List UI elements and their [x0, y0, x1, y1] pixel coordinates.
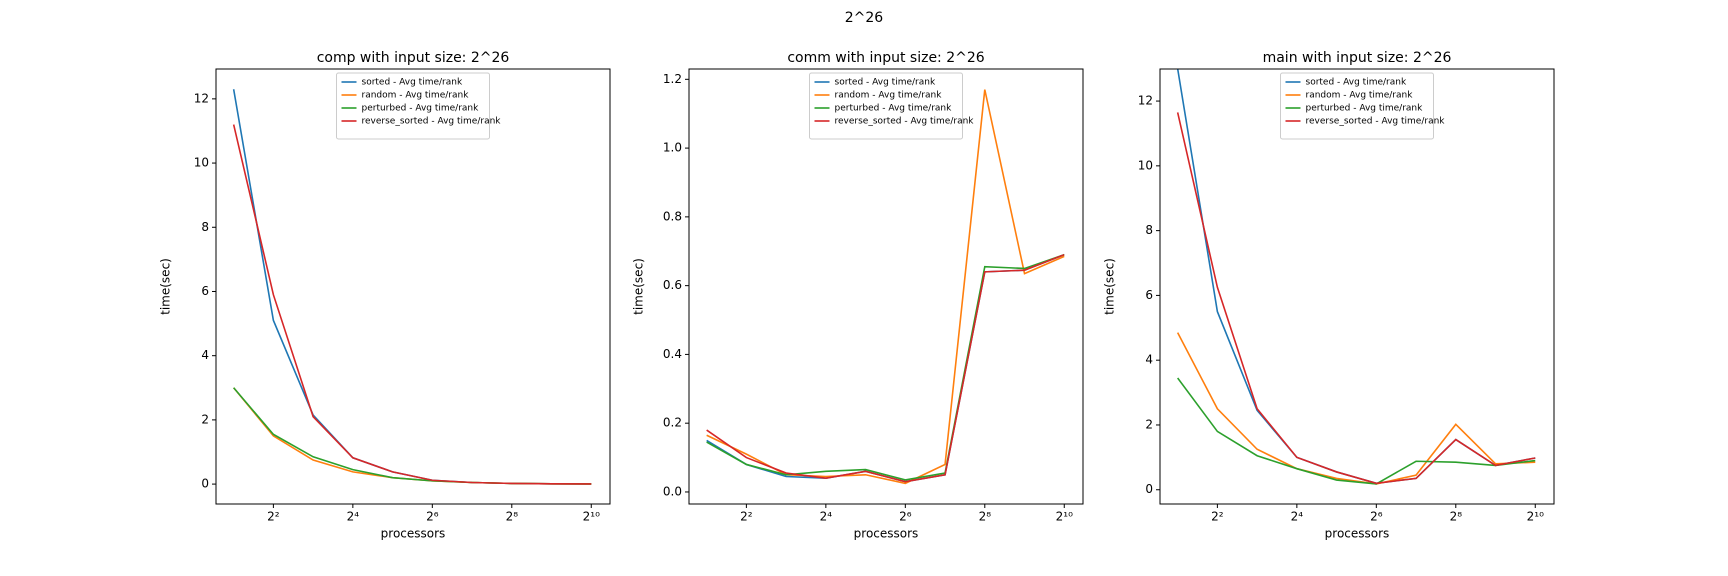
y-axis-label: time(sec) [159, 258, 173, 315]
legend-label: sorted - Avg time/rank [1306, 78, 1407, 88]
series-line [706, 89, 1065, 485]
subplot-title: main with input size: 2^26 [1263, 50, 1452, 66]
y-tick-label: 12 [1138, 94, 1153, 108]
y-tick-label: 6 [201, 284, 209, 298]
legend-label: sorted - Avg time/rank [362, 78, 463, 88]
y-tick-label: 12 [194, 91, 209, 105]
y-tick-label: 0 [201, 477, 209, 491]
subplot-title: comp with input size: 2^26 [317, 50, 510, 66]
legend-label: reverse_sorted - Avg time/rank [835, 117, 975, 127]
y-tick-label: 0.0 [663, 484, 682, 498]
x-tick-label: 2⁶ [426, 510, 439, 524]
y-tick-label: 0.6 [663, 278, 682, 292]
x-axis-label: processors [381, 527, 446, 541]
y-axis-label: time(sec) [1103, 258, 1117, 315]
y-tick-label: 0.8 [663, 209, 682, 223]
axes-frame [1159, 68, 1555, 505]
legend-label: perturbed - Avg time/rank [362, 104, 480, 114]
x-tick-label: 2¹⁰ [583, 510, 600, 524]
x-tick-label: 2¹⁰ [1527, 510, 1544, 524]
x-tick-label: 2⁴ [1291, 510, 1304, 524]
series-line [1176, 332, 1536, 485]
series-line [706, 253, 1065, 483]
legend-label: sorted - Avg time/rank [835, 78, 936, 88]
y-tick-label: 10 [1138, 158, 1153, 172]
legend-label: perturbed - Avg time/rank [1306, 104, 1424, 114]
x-axis-label: processors [1325, 527, 1390, 541]
series-line [706, 253, 1065, 483]
series-line [232, 124, 592, 485]
x-tick-label: 2² [267, 510, 280, 524]
x-tick-label: 2⁴ [347, 510, 360, 524]
y-tick-label: 1.2 [663, 72, 682, 86]
legend-label: reverse_sorted - Avg time/rank [1306, 117, 1446, 127]
legend-box [809, 72, 963, 140]
subplot-title: comm with input size: 2^26 [787, 50, 984, 66]
y-tick-label: 2 [1145, 417, 1153, 431]
series-line [232, 89, 592, 485]
x-tick-label: 2² [740, 510, 753, 524]
y-axis-label: time(sec) [632, 258, 646, 315]
x-tick-label: 2⁶ [899, 510, 912, 524]
x-tick-label: 2² [1211, 510, 1224, 524]
legend-label: perturbed - Avg time/rank [835, 104, 953, 114]
series-line [1176, 112, 1536, 485]
series-line [233, 387, 592, 485]
y-tick-label: 10 [194, 156, 209, 170]
x-tick-label: 2⁸ [1450, 510, 1463, 524]
y-tick-label: 0.4 [663, 347, 682, 361]
y-tick-label: 0.2 [663, 416, 682, 430]
series-line [1177, 377, 1536, 485]
legend: sorted - Avg time/rank random - Avg time/… [809, 72, 975, 140]
y-tick-label: 4 [201, 348, 209, 362]
legend-label: random - Avg time/rank [1306, 91, 1414, 101]
series-line [233, 387, 592, 485]
series-line [706, 253, 1065, 481]
x-axis-label: processors [854, 527, 919, 541]
axes-frame [688, 68, 1084, 505]
y-tick-label: 8 [1145, 223, 1153, 237]
y-tick-label: 0 [1145, 482, 1153, 496]
x-tick-label: 2⁶ [1370, 510, 1383, 524]
x-tick-label: 2⁸ [979, 510, 992, 524]
y-tick-label: 1.0 [663, 141, 682, 155]
legend-label: reverse_sorted - Avg time/rank [362, 117, 502, 127]
y-tick-label: 6 [1145, 288, 1153, 302]
axes-frame [215, 68, 611, 505]
legend-box [336, 72, 490, 140]
x-tick-label: 2¹⁰ [1056, 510, 1073, 524]
legend-label: random - Avg time/rank [835, 91, 943, 101]
y-tick-label: 8 [201, 220, 209, 234]
legend: sorted - Avg time/rank random - Avg time/… [1280, 72, 1446, 140]
y-tick-label: 4 [1145, 353, 1153, 367]
legend-box [1280, 72, 1434, 140]
figure-title: 2^26 [845, 10, 884, 26]
legend: sorted - Avg time/rank random - Avg time/… [336, 72, 502, 140]
x-tick-label: 2⁴ [820, 510, 833, 524]
legend-label: random - Avg time/rank [362, 91, 470, 101]
x-tick-label: 2⁸ [506, 510, 519, 524]
y-tick-label: 2 [201, 412, 209, 426]
